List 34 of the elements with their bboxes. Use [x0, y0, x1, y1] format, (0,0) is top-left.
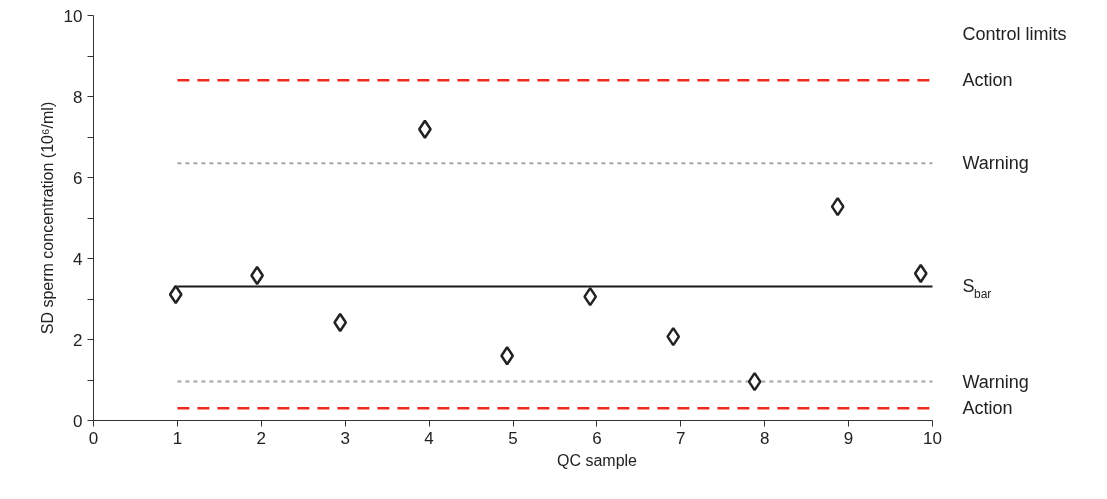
- x-tick-label: 3: [340, 428, 350, 448]
- x-tick-label: 7: [676, 428, 686, 448]
- point: [747, 371, 762, 392]
- x-tick-label: 1: [172, 428, 183, 448]
- point: [250, 265, 265, 286]
- x-tick-label: 4: [424, 428, 434, 448]
- y-tick-label: 10: [63, 6, 83, 26]
- y-tick-label: 0: [73, 411, 83, 431]
- point: [913, 263, 928, 284]
- y-tick-label: 4: [73, 249, 83, 269]
- point: [168, 284, 183, 305]
- point: [583, 286, 598, 307]
- point: [417, 119, 432, 140]
- ref-line-label: Warning: [962, 371, 1029, 392]
- ref-line-label: Action: [962, 398, 1013, 419]
- point: [500, 345, 515, 366]
- ref-line-label: Action: [962, 70, 1013, 91]
- text: Control limits: [962, 23, 1067, 44]
- x-tick-label: 8: [759, 428, 770, 448]
- y-tick-label: 6: [73, 168, 83, 188]
- x-tick-label: 0: [88, 428, 99, 448]
- y-tick-label: 2: [73, 330, 83, 350]
- point: [666, 326, 681, 347]
- x-tick-label: 9: [843, 428, 854, 448]
- y-axis-title: SD sperm concentration (10⁶/ml): [38, 101, 56, 335]
- x-tick-label: 10: [923, 428, 942, 448]
- point: [830, 196, 845, 217]
- x-tick-label: 6: [592, 428, 602, 448]
- ref-line-label: Warning: [962, 153, 1029, 174]
- x-tick-label: 5: [508, 428, 518, 448]
- x-axis-title: QC sample: [556, 451, 638, 469]
- point: [333, 312, 348, 333]
- y-tick-label: 8: [73, 87, 83, 107]
- x-tick-label: 2: [256, 428, 267, 448]
